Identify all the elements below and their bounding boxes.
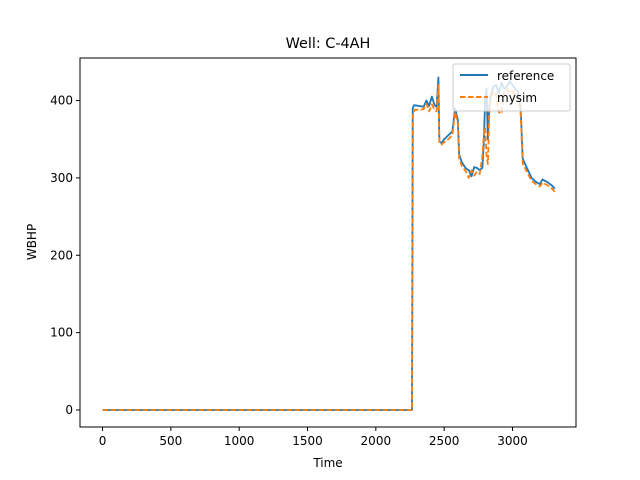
legend-label-mysim: mysim: [497, 91, 537, 105]
x-tick-label: 500: [159, 434, 182, 448]
y-tick-label: 0: [65, 403, 73, 417]
y-tick-label: 200: [50, 248, 73, 262]
x-axis-label: Time: [312, 456, 342, 470]
plot-area-frame: [79, 57, 577, 428]
x-tick-label: 2000: [361, 434, 392, 448]
x-tick-label: 0: [99, 434, 107, 448]
y-axis: 0 100 200 300 400: [50, 94, 80, 417]
y-axis-label: WBHP: [25, 224, 39, 260]
y-tick-label: 300: [50, 171, 73, 185]
legend: reference mysim: [452, 63, 571, 112]
x-axis: 0 500 1000 1500 2000 2500 3000: [99, 427, 528, 448]
y-tick-label: 400: [50, 94, 73, 108]
legend-label-reference: reference: [497, 69, 554, 83]
chart-title: Well: C-4AH: [286, 36, 371, 52]
x-tick-label: 1000: [224, 434, 255, 448]
x-tick-label: 1500: [292, 434, 323, 448]
x-tick-label: 2500: [429, 434, 460, 448]
y-tick-label: 100: [50, 326, 73, 340]
x-tick-label: 3000: [497, 434, 528, 448]
